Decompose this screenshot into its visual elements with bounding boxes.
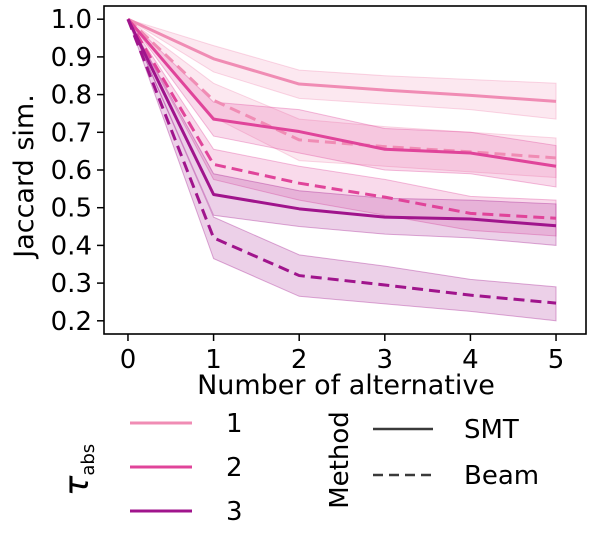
series-lines	[126, 17, 557, 305]
y-tick-label: 1.0	[51, 5, 92, 35]
legend-method-title: Method	[325, 411, 355, 509]
line-tau3-beam	[126, 18, 557, 305]
line-tau1-smt	[127, 17, 557, 103]
y-tick-label: 0.6	[51, 156, 92, 186]
y-axis-ticks: 0.2 0.3 0.4 0.5 0.6 0.7 0.8 0.9 1.0	[51, 5, 104, 337]
legend-tau-label: 2	[226, 453, 243, 483]
x-tick-label: 0	[120, 345, 137, 375]
y-tick-label: 0.8	[51, 81, 92, 111]
legend-tau-subscript: abs	[78, 444, 99, 476]
legend: τabs 1 2 3 Method SMT Beam	[57, 409, 539, 527]
x-tick-label: 2	[291, 345, 308, 375]
x-tick-label: 1	[205, 345, 222, 375]
legend-tau-symbol: τ	[57, 475, 97, 496]
legend-tau-label: 3	[226, 497, 243, 527]
x-tick-label: 3	[377, 345, 394, 375]
legend-method-label: SMT	[464, 415, 519, 445]
y-tick-label: 0.7	[51, 118, 92, 148]
y-tick-label: 0.4	[51, 231, 92, 261]
line-tau2-beam	[126, 18, 557, 220]
y-tick-label: 0.9	[51, 43, 92, 73]
legend-method-entries: SMT Beam	[373, 415, 539, 491]
x-tick-label: 4	[462, 345, 479, 375]
legend-tau-label: 1	[226, 409, 243, 439]
x-axis-label: Number of alternative	[197, 370, 495, 401]
x-tick-label: 5	[548, 345, 565, 375]
line-tau1-beam	[126, 18, 557, 160]
y-tick-label: 0.3	[51, 269, 92, 299]
line-tau2-smt	[126, 18, 557, 168]
legend-tau-entries: 1 2 3	[130, 409, 243, 527]
legend-tau-title: τabs	[57, 444, 99, 496]
legend-method-label: Beam	[464, 461, 539, 491]
y-tick-label: 0.5	[51, 194, 92, 224]
y-axis-label: Jaccard sim.	[9, 94, 40, 260]
band-tau3-beam	[127, 18, 557, 322]
y-tick-label: 0.2	[51, 307, 92, 337]
confidence-bands	[127, 18, 557, 322]
x-axis-ticks: 0 1 2 3 4 5	[120, 334, 565, 375]
line-tau3-smt	[126, 18, 557, 228]
